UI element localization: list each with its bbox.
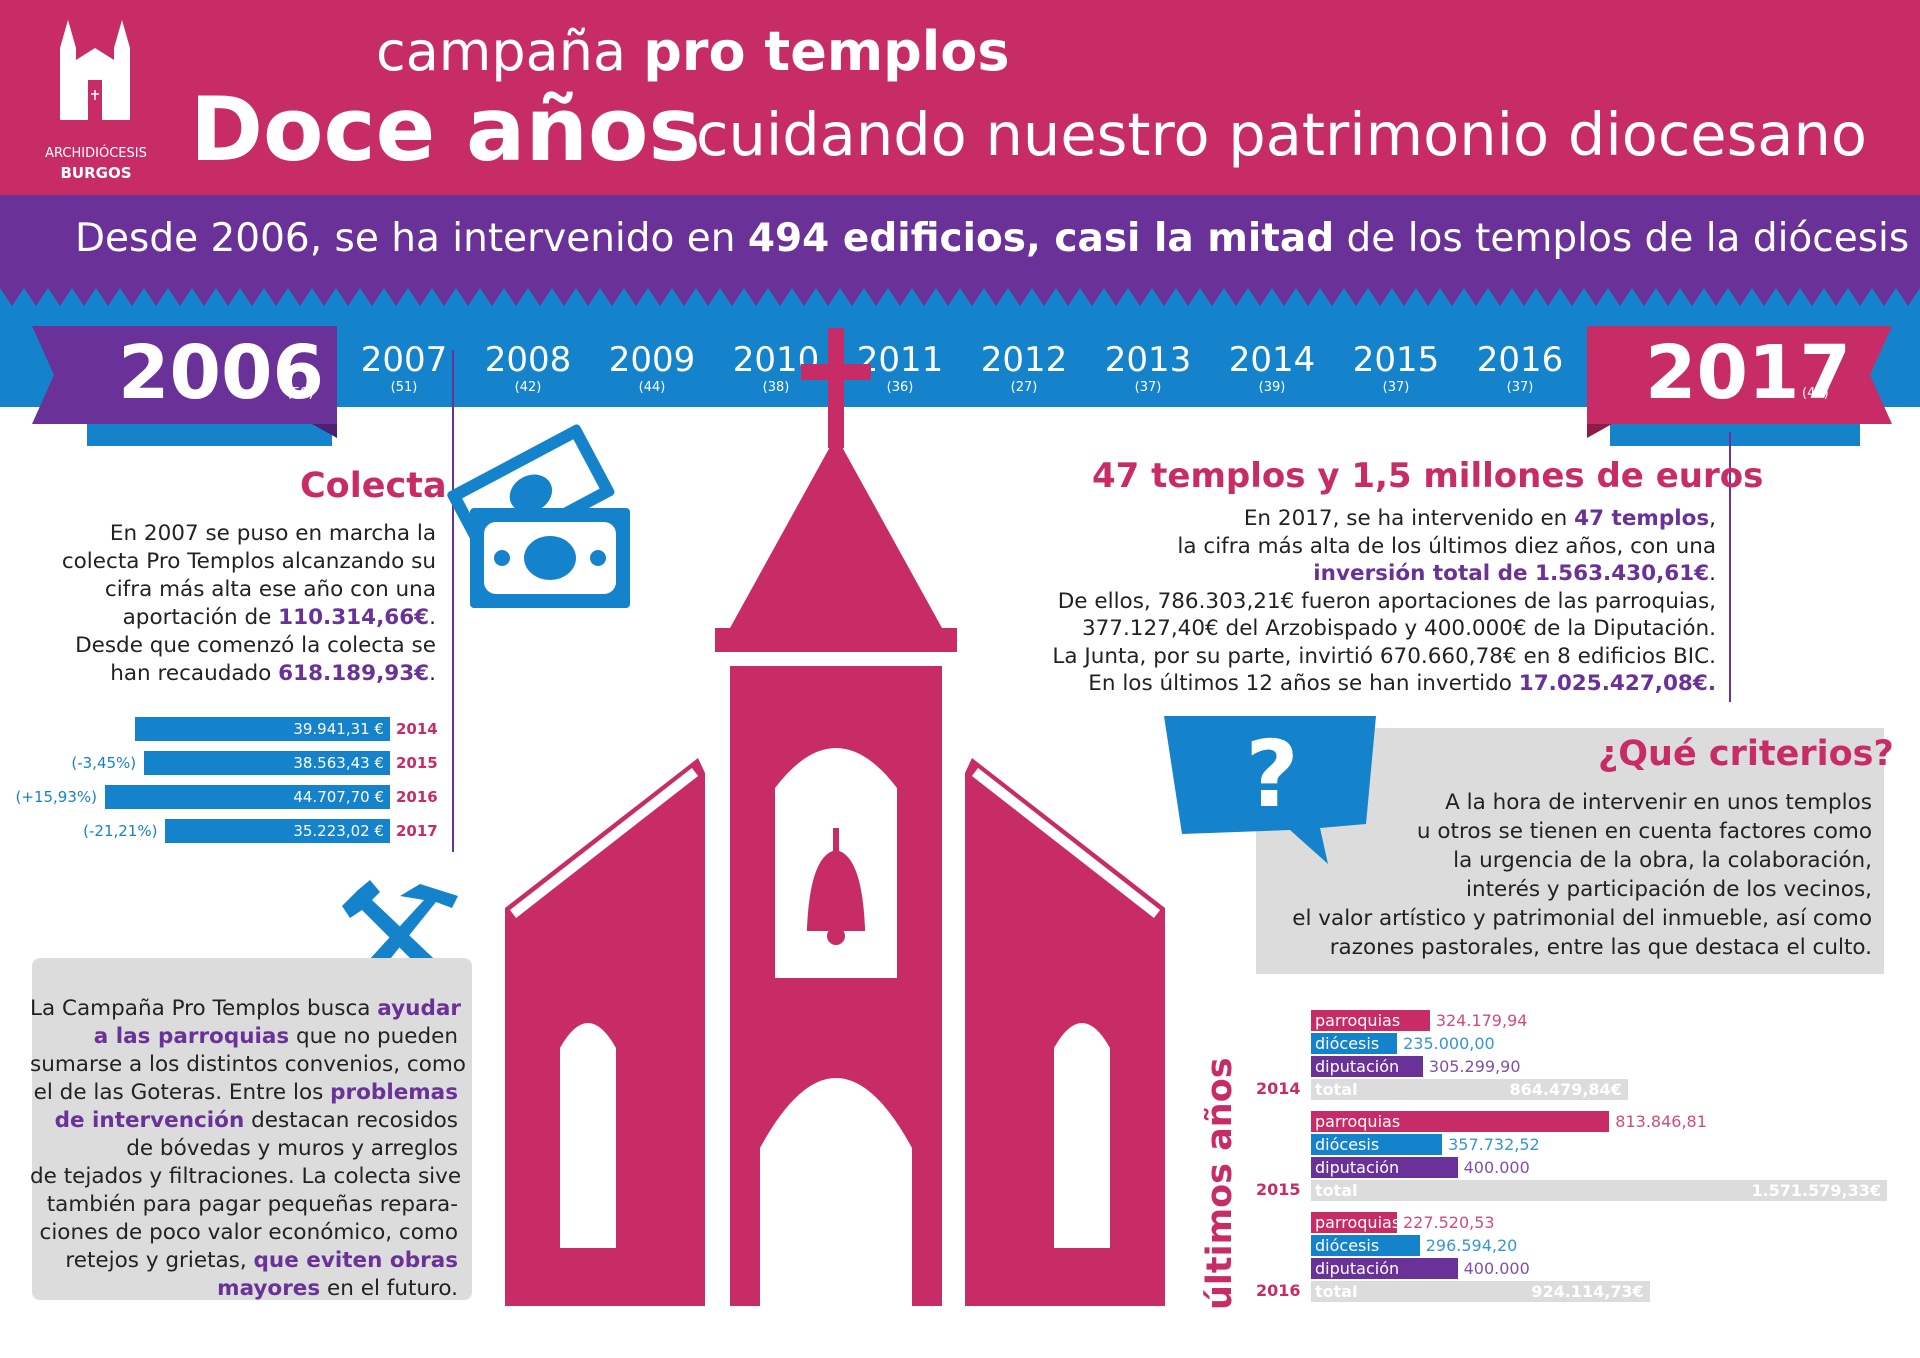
timeline-year: 2007 [360,340,448,380]
ultimos-value: 305.299,90 [1428,1057,1521,1076]
start-year: 2006 [118,330,324,416]
header [0,0,1920,195]
ultimos-value: 357.732,52 [1448,1135,1540,1154]
colecta-bar-year: 2015 [396,754,438,772]
timeline-year: 2011 [856,340,944,380]
ultimos-year: 2016 [1256,1281,1301,1300]
colecta-title: Colecta [300,466,447,506]
timeline-count: (42) [514,380,542,395]
ultimos-value: 227.520,53 [1403,1213,1495,1232]
timeline-count: (37) [1382,380,1410,395]
ultimos-value: 1.571.579,33€ [1751,1181,1881,1200]
ultimos-value: 400.000 [1463,1158,1530,1177]
campaign-title: campaña pro templos [376,20,1010,83]
ultimos-value: 296.594,20 [1425,1236,1518,1255]
ultimos-value: 813.846,81 [1615,1112,1707,1131]
colecta-bar: 35.223,02 € [165,819,390,843]
ultimos-value: 924.114,73€ [1531,1282,1644,1301]
y2017-title: 47 templos y 1,5 millones de euros [1092,456,1764,496]
church-logo-icon [60,20,130,120]
colecta-text: En 2007 se puso en marcha la colecta Pro… [61,521,436,686]
subtitle: Desde 2006, se ha intervenido en 494 edi… [75,216,1910,261]
ultimos-bar-total: total [1311,1079,1628,1100]
criterios-title: ¿Qué criterios? [1598,734,1894,774]
ultimos-bar-diputación: diputación [1311,1157,1458,1178]
ultimos-year: 2015 [1256,1180,1301,1199]
divider-left [452,350,454,852]
timeline-year: 2013 [1104,340,1192,380]
ultimos-bar-parroquias: parroquias [1311,1010,1430,1031]
divider-right [1729,432,1731,702]
svg-text:?: ? [1245,721,1298,828]
ultimos-bar-diócesis: diócesis [1311,1235,1420,1256]
logo-line1: ARCHIDIÓCESIS [45,146,147,161]
church-illustration [505,328,1165,1306]
zigzag-divider [0,276,1920,306]
money-icon [447,424,630,608]
ultimos-year: 2014 [1256,1079,1301,1098]
timeline-count: (27) [1010,380,1038,395]
ultimos-label: últimos años [1200,1057,1240,1310]
timeline-count: (39) [1258,380,1286,395]
timeline-count: (36) [886,380,914,395]
campaign-text: La Campaña Pro Templos busca ayudar a la… [30,996,466,1301]
colecta-bar-pct: (+15,93%) [15,788,97,806]
colecta-bar-pct: (-21,21%) [83,822,158,840]
colecta-bar-pct: (-3,45%) [71,754,137,772]
colecta-bar: 38.563,43 € [144,751,390,775]
ultimos-value: 864.479,84€ [1509,1080,1622,1099]
timeline-year: 2009 [608,340,696,380]
timeline-count: (37) [1134,380,1162,395]
timeline-year: 2008 [484,340,572,380]
y2017-text: En 2017, se ha intervenido en 47 templos… [1052,506,1716,696]
ultimos-value: 400.000 [1463,1259,1530,1278]
criterios-text: A la hora de intervenir en unos templos … [1292,790,1872,960]
ultimos-bar-total: total [1311,1281,1650,1302]
timeline-year: 2012 [980,340,1068,380]
ultimos-bar-diócesis: diócesis [1311,1134,1443,1155]
colecta-bar: 39.941,31 € [135,717,390,741]
campaign-box [32,958,472,1300]
timeline-count: (38) [762,380,790,395]
timeline-year: 2014 [1228,340,1316,380]
timeline-count: (37) [1506,380,1534,395]
colecta-bar-year: 2016 [396,788,438,806]
ribbon-2017 [1587,326,1892,446]
colecta-bar-year: 2014 [396,720,438,738]
timeline-year: 2016 [1476,340,1564,380]
ribbon-2006 [32,326,337,446]
logo-line2: BURGOS [60,164,132,182]
big-title-rest: cuidando nuestro patrimonio diocesano [696,100,1867,169]
end-year: 2017 [1645,330,1851,416]
ultimos-bar-total: total [1311,1180,1887,1201]
ultimos-value: 324.179,94 [1435,1011,1528,1030]
timeline-count: (51) [390,380,418,395]
timeline-count: (44) [638,380,666,395]
ultimos-bar-diputación: diputación [1311,1056,1423,1077]
colecta-bar-year: 2017 [396,822,438,840]
start-count: (59) [287,386,314,401]
big-title: Doce años [190,78,701,181]
ultimos-bar-parroquias: parroquias [1311,1111,1610,1132]
ultimos-value: 235.000,00 [1403,1034,1495,1053]
question-bubble-icon: ? [1164,716,1376,864]
ultimos-bar-diputación: diputación [1311,1258,1458,1279]
ultimos-bar-parroquias: parroquias [1311,1212,1400,1233]
colecta-bar: 44.707,70 € [105,785,390,809]
timeline-year: 2015 [1352,340,1440,380]
ultimos-bar-diócesis: diócesis [1311,1033,1398,1054]
end-count: (47) [1802,386,1829,401]
